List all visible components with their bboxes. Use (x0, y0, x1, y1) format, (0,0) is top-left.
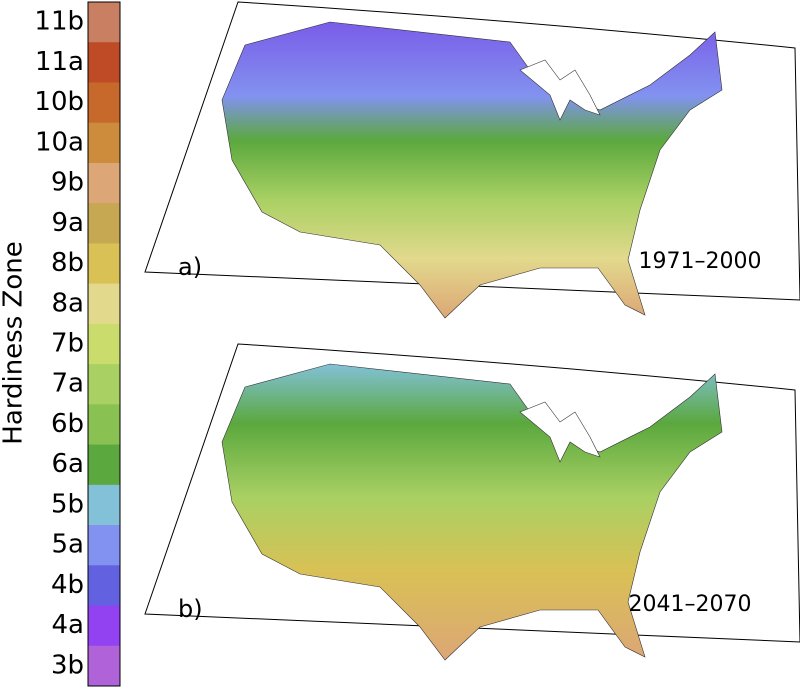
zone-label: 4b (51, 570, 84, 600)
period-label: 2041–2070 (629, 592, 752, 617)
colorbar-bin (88, 283, 120, 325)
zone-label: 7a (52, 369, 84, 399)
colorbar-bin (88, 2, 120, 43)
colorbar-bin (88, 42, 120, 83)
colorbar-bin (88, 203, 120, 244)
colorbar-bin (88, 162, 120, 204)
zone-label: 5b (51, 489, 84, 519)
colorbar-bin (88, 243, 120, 285)
panel-b: b) 2041–2070 (144, 343, 800, 661)
zone-label: 8b (51, 248, 84, 278)
colorbar-bin (88, 404, 120, 446)
zone-label: 9a (52, 208, 84, 238)
zone-label: 11a (35, 47, 84, 77)
zone-label: 6a (52, 449, 84, 479)
period-label: 1971–2000 (639, 249, 762, 274)
colorbar-bin (88, 565, 120, 607)
colorbar-bin (88, 484, 120, 526)
colorbar-bin (88, 605, 120, 647)
zone-label: 8a (52, 288, 84, 318)
zone-label: 3b (51, 650, 84, 680)
panel-a: a) 1971–2000 (144, 1, 800, 319)
colorbar-bin (88, 444, 120, 486)
zone-label: 10a (35, 127, 84, 157)
panel-label: a) (178, 253, 202, 281)
zone-label: 11b (34, 7, 84, 37)
colorbar-bin (88, 82, 120, 124)
zone-label: 6b (51, 409, 84, 439)
colorbar: 11b 11a 10b 10a 9b 9a 8b 8a 7b 7a 6b 6a 5b 5a 4b 4a 3b (34, 1, 121, 687)
zone-label: 10b (34, 87, 84, 117)
colorbar-bin (88, 122, 120, 164)
zone-label: 7b (51, 329, 84, 359)
zone-label: 5a (52, 530, 84, 560)
colorbar-title: Hardiness Zone (0, 241, 29, 444)
zone-label: 9b (51, 168, 84, 198)
colorbar-bin (88, 525, 120, 566)
colorbar-bin (88, 323, 120, 365)
colorbar-bin (88, 645, 120, 687)
zone-label: 4a (52, 610, 84, 640)
colorbar-border (87, 1, 121, 687)
colorbar-bin (88, 364, 120, 405)
panel-label: b) (178, 595, 203, 623)
